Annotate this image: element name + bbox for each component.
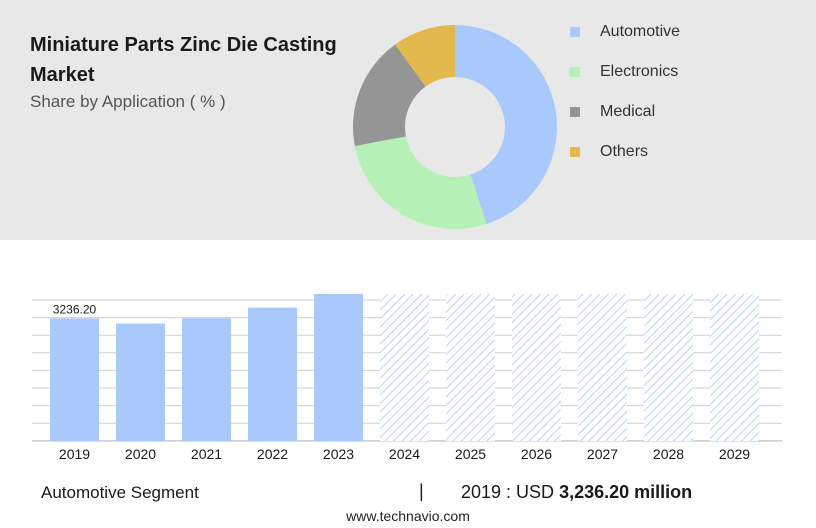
legend-swatch: [570, 27, 580, 37]
source-link[interactable]: www.technavio.com: [346, 508, 470, 524]
tick-label-2019: 2019: [59, 446, 90, 462]
tick-label-2023: 2023: [323, 446, 354, 462]
bar-2022: [248, 307, 297, 441]
bar-2027: [578, 294, 627, 441]
tick-label-2020: 2020: [125, 446, 156, 462]
bar-2025: [446, 294, 495, 441]
data-label-2019: 3236.20: [53, 302, 97, 316]
tick-label-2026: 2026: [521, 446, 552, 462]
tick-label-2029: 2029: [719, 446, 750, 462]
bar-2029: [710, 294, 759, 441]
legend-label: Others: [600, 143, 649, 160]
bar-2026: [512, 294, 561, 441]
bar-chart: 2019 3236.20 2020 2021 2022 2023 2024 2025 2026 2…: [32, 294, 782, 462]
bar-2020: [116, 323, 165, 441]
legend: Automotive Electronics Medical Others: [570, 12, 680, 172]
tick-label-2025: 2025: [455, 446, 486, 462]
legend-swatch: [570, 147, 580, 157]
footer-value: 2019 : USD 3,236.20 million: [461, 482, 692, 503]
bar-2021: [182, 318, 231, 441]
legend-label: Automotive: [600, 23, 681, 40]
legend-swatch: [570, 107, 580, 117]
bar-2028: [644, 294, 693, 441]
tick-label-2024: 2024: [389, 446, 420, 462]
legend-item-electronics: Electronics: [570, 52, 680, 92]
chart-subtitle: Share by Application ( % ): [30, 92, 226, 111]
tick-label-2021: 2021: [191, 446, 222, 462]
donut-slice-electronics: [354, 136, 487, 229]
legend-item-automotive: Automotive: [570, 12, 680, 52]
donut-slice-automotive: [455, 25, 558, 225]
bar-2019: [50, 318, 99, 441]
donut-chart: [353, 25, 558, 229]
donut-slice-others: [395, 25, 455, 87]
legend-label: Medical: [600, 103, 656, 120]
tick-label-2028: 2028: [653, 446, 684, 462]
legend-item-others: Others: [570, 132, 680, 172]
tick-label-2027: 2027: [587, 446, 618, 462]
donut-slice-medical: [353, 44, 426, 147]
legend-label: Electronics: [600, 63, 679, 80]
segment-label: Automotive Segment: [41, 483, 199, 502]
tick-label-2022: 2022: [257, 446, 288, 462]
footer-separator: |: [419, 481, 424, 501]
bar-2023: [314, 294, 363, 441]
footer-year-label: 2019 : USD: [461, 482, 555, 502]
footer-value-amount: 3,236.20 million: [559, 482, 693, 502]
chart-title: Miniature Parts Zinc Die Casting Market: [30, 34, 337, 86]
bar-2024: [380, 294, 429, 441]
legend-swatch: [570, 67, 580, 77]
legend-item-medical: Medical: [570, 92, 680, 132]
